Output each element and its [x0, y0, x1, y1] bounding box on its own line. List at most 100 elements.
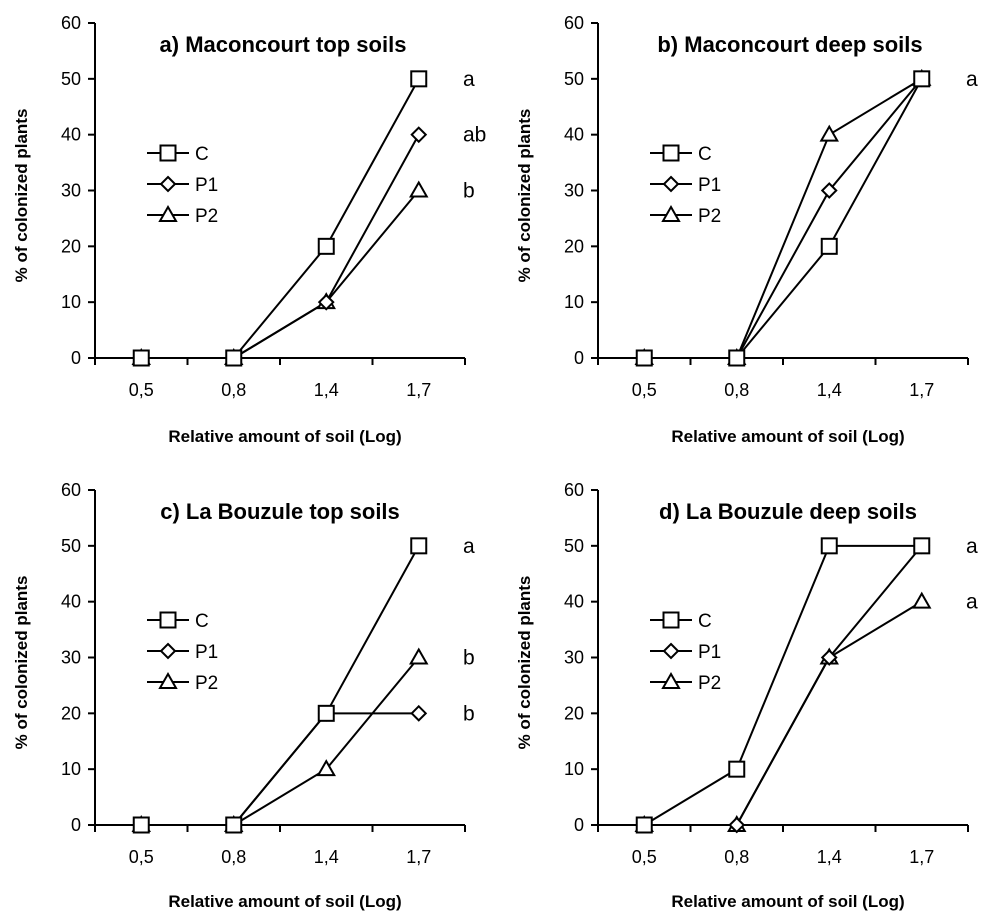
series-line-p2: [644, 600, 923, 826]
y-tick-label: 60: [564, 13, 584, 33]
x-tick-label: 1,4: [314, 847, 339, 867]
series-line-p2: [644, 77, 923, 359]
significance-letter: b: [463, 647, 475, 670]
x-tick-label: 1,7: [406, 380, 431, 400]
legend-label: P2: [195, 206, 218, 227]
x-tick-label: 0,5: [632, 847, 657, 867]
data-point-p1: [820, 649, 838, 666]
legend-marker-c: [159, 611, 177, 629]
data-point-c: [225, 816, 243, 834]
data-point-c: [728, 760, 746, 778]
data-point-c: [317, 704, 335, 722]
x-tick-label: 0,8: [724, 380, 749, 400]
y-tick-label: 60: [61, 13, 81, 33]
legend-marker-p2: [158, 204, 178, 222]
data-point-c: [225, 349, 243, 367]
x-tick-label: 0,5: [129, 847, 154, 867]
legend-marker-p1: [662, 175, 680, 193]
legend-label: P2: [195, 673, 218, 694]
data-point-c: [410, 537, 428, 555]
chart-panel-2: 0 10 20 30 40 50 60 0,5 0,8 1,4 1,7 b) Maconcourt d…: [515, 13, 978, 446]
y-axis-label: % of colonized plants: [12, 576, 31, 750]
series-line-c: [644, 78, 923, 359]
y-tick-label: 10: [61, 759, 81, 779]
x-axis-label: Relative amount of soil (Log): [168, 427, 401, 446]
legend-label: P1: [195, 642, 218, 663]
x-tick-label: 1,4: [817, 847, 842, 867]
x-tick-label: 1,7: [406, 847, 431, 867]
y-tick-label: 30: [564, 648, 584, 668]
data-point-c: [820, 237, 838, 255]
legend-marker-c: [159, 144, 177, 162]
data-point-p1: [820, 182, 838, 199]
significance-letter: ab: [463, 124, 486, 147]
chart-title: d) La Bouzule deep soils: [659, 499, 917, 524]
y-tick-label: 20: [564, 703, 584, 723]
data-point-p2: [409, 647, 429, 665]
legend-marker-c: [662, 611, 680, 629]
y-tick-label: 30: [61, 181, 81, 201]
x-tick-label: 1,4: [817, 380, 842, 400]
legend-marker-p1: [159, 642, 177, 660]
significance-letter: b: [463, 702, 475, 725]
data-point-c: [132, 816, 150, 834]
x-axis-label: Relative amount of soil (Log): [671, 892, 904, 911]
chart-panel-4: 0 10 20 30 40 50 60 0,5 0,8 1,4 1,7 d) La Bouzule d…: [515, 480, 978, 911]
data-point-c: [913, 70, 931, 88]
y-tick-label: 40: [564, 125, 584, 145]
legend-label: C: [698, 144, 712, 165]
series-line-p1: [141, 134, 420, 359]
x-tick-label: 1,7: [909, 380, 934, 400]
legend-marker-p1: [662, 642, 680, 660]
significance-letter: b: [463, 180, 475, 203]
significance-letter: a: [463, 68, 475, 91]
y-tick-label: 40: [564, 592, 584, 612]
significance-letter: a: [966, 535, 978, 558]
x-tick-label: 0,8: [221, 380, 246, 400]
y-axis-label: % of colonized plants: [515, 109, 534, 283]
series-line-p1: [644, 78, 923, 359]
y-tick-label: 50: [564, 536, 584, 556]
legend-marker-p2: [158, 671, 178, 689]
significance-letter: a: [966, 591, 978, 614]
legend-label: C: [698, 611, 712, 632]
chart-panel-3: 0 10 20 30 40 50 60 0,5 0,8 1,4 1,7 c) La Bouzule t…: [12, 480, 475, 911]
data-point-p1: [410, 704, 428, 722]
data-point-p1: [410, 126, 428, 144]
data-point-c: [820, 537, 838, 555]
y-tick-label: 20: [61, 236, 81, 256]
legend-label: P2: [698, 206, 721, 227]
chart-panel-1: 0 10 20 30 40 50 60 0,5 0,8 1,4 1,7 a) Maconcourt t…: [12, 13, 486, 446]
x-axis-label: Relative amount of soil (Log): [168, 892, 401, 911]
y-tick-label: 30: [564, 181, 584, 201]
data-point-p2: [819, 124, 839, 142]
x-tick-label: 1,4: [314, 380, 339, 400]
y-tick-label: 60: [61, 480, 81, 500]
y-tick-label: 10: [61, 292, 81, 312]
y-tick-label: 10: [564, 759, 584, 779]
y-tick-label: 50: [61, 69, 81, 89]
series-line-c: [141, 545, 420, 826]
legend-marker-p2: [661, 204, 681, 222]
y-tick-label: 20: [564, 236, 584, 256]
y-tick-label: 20: [61, 703, 81, 723]
y-tick-label: 60: [564, 480, 584, 500]
data-point-p2: [409, 180, 429, 198]
series-line-c: [141, 78, 420, 359]
y-tick-label: 0: [71, 348, 81, 368]
data-point-c: [728, 349, 746, 367]
y-tick-label: 0: [574, 815, 584, 835]
data-point-p2: [316, 759, 336, 777]
y-tick-label: 10: [564, 292, 584, 312]
y-axis-label: % of colonized plants: [515, 576, 534, 750]
x-axis-label: Relative amount of soil (Log): [671, 427, 904, 446]
x-tick-label: 0,5: [632, 380, 657, 400]
series-line-c: [643, 544, 922, 826]
y-tick-label: 0: [574, 348, 584, 368]
legend-marker-p2: [661, 671, 681, 689]
series-line-p1: [644, 545, 923, 826]
y-axis-label: % of colonized plants: [12, 109, 31, 283]
legend-marker-c: [662, 144, 680, 162]
data-point-c: [410, 70, 428, 88]
